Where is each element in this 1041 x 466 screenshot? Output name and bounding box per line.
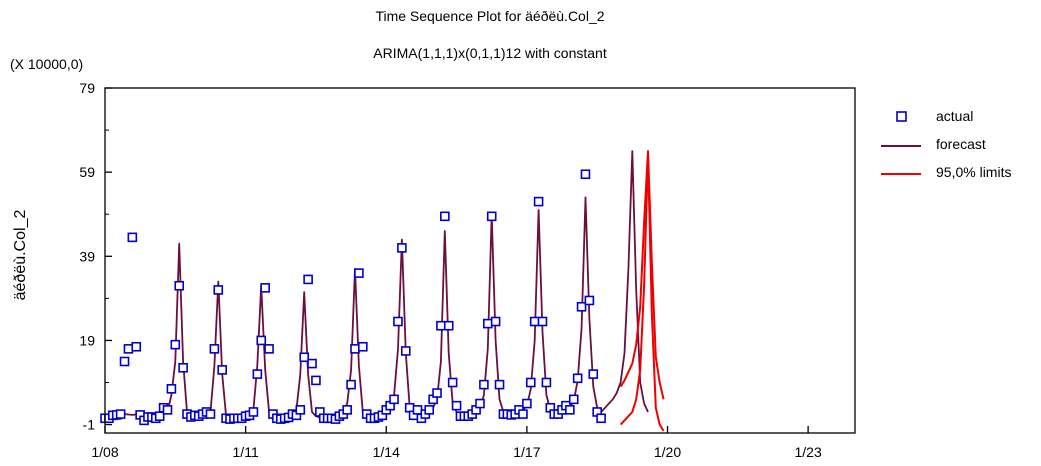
actual-data-point — [154, 411, 165, 421]
actual-data-point — [584, 295, 595, 306]
actual-data-point — [447, 377, 458, 388]
actual-data-point — [451, 400, 462, 411]
actual-data-point — [393, 316, 403, 327]
actual-data-point — [170, 339, 181, 350]
actual-data-point — [412, 405, 423, 415]
actual-data-point — [443, 320, 454, 331]
forecast-series-line — [104, 150, 649, 420]
actual-data-point — [213, 285, 224, 295]
actual-data-point — [522, 398, 532, 409]
x-tick-label: 1/11 — [233, 444, 259, 460]
y-tick-label: 19 — [79, 332, 95, 348]
chart-subtitle: ARIMA(1,1,1)x(0,1,1)12 with constant — [373, 45, 607, 61]
actual-data-point — [162, 405, 173, 415]
actual-data-point — [490, 316, 501, 327]
actual-data-point — [209, 344, 220, 354]
axes: -1 19 39 59 79 1/08 1/11 1/14 1/17 1/20 1/23 — [79, 80, 822, 460]
y-axis-multiplier: (X 10000,0) — [10, 56, 84, 72]
legend-actual-marker — [896, 111, 907, 122]
actual-data-point — [483, 318, 493, 329]
actual-data-point — [486, 211, 497, 222]
y-tick-label: 79 — [79, 80, 95, 96]
x-tick-label: 1/08 — [91, 444, 118, 460]
actual-data-point — [256, 335, 267, 346]
legend-label: actual — [936, 108, 973, 124]
actual-data-point — [178, 362, 188, 373]
actual-data-point — [127, 232, 138, 243]
limits-series-line — [619, 150, 665, 400]
actual-data-point — [525, 377, 536, 388]
plot-marks — [100, 150, 665, 432]
actual-data-point — [174, 280, 185, 291]
plot-area-frame — [104, 87, 856, 434]
actual-data-point — [580, 169, 591, 180]
actual-data-point — [588, 369, 599, 379]
actual-data-point — [479, 379, 489, 390]
actual-data-point — [303, 274, 313, 285]
x-tick-label: 1/17 — [513, 444, 540, 460]
actual-data-point — [537, 316, 548, 327]
actual-data-point — [166, 384, 177, 394]
y-tick-label: 39 — [79, 248, 95, 264]
y-tick-label: 59 — [79, 164, 95, 180]
actual-data-point — [311, 375, 321, 386]
actual-data-point — [541, 377, 552, 388]
y-tick-label: -1 — [83, 417, 96, 433]
actual-data-point — [568, 394, 579, 405]
actual-data-point — [494, 379, 505, 390]
actual-data-point — [572, 373, 583, 384]
actual-data-point — [115, 409, 126, 419]
actual-data-point — [123, 344, 134, 354]
actual-data-point — [596, 413, 606, 424]
actual-data-point — [119, 356, 130, 367]
legend: actual forecast 95,0% limits — [881, 108, 1011, 180]
actual-data-point — [436, 320, 446, 331]
actual-data-point — [350, 344, 360, 354]
actual-data-point — [424, 405, 435, 415]
x-tick-label: 1/23 — [795, 444, 822, 460]
actual-data-point — [565, 405, 575, 415]
chart-title: Time Sequence Plot for äéðëù.Col_2 — [375, 8, 605, 24]
actual-data-point — [400, 346, 411, 356]
actual-data-point — [397, 243, 407, 253]
actual-data-point — [307, 358, 317, 369]
actual-data-point — [299, 352, 310, 363]
actual-data-point — [354, 268, 364, 278]
actual-data-point — [131, 341, 142, 352]
actual-data-point — [295, 405, 306, 415]
actual-data-point — [346, 379, 356, 390]
actual-data-point — [260, 283, 270, 293]
actual-data-point — [576, 301, 587, 312]
actual-data-point — [389, 394, 399, 405]
actual-data-point — [264, 344, 274, 354]
actual-data-point — [529, 316, 540, 327]
actual-data-point — [432, 388, 442, 398]
legend-label: forecast — [936, 136, 986, 152]
actual-data-point — [205, 409, 216, 419]
actual-data-point — [252, 369, 263, 379]
x-tick-label: 1/14 — [373, 444, 400, 460]
limits-series-line — [619, 154, 665, 432]
actual-data-point — [342, 405, 352, 415]
actual-data-point — [533, 196, 544, 207]
actual-data-point — [518, 409, 528, 419]
actual-data-point — [248, 407, 259, 417]
x-tick-label: 1/20 — [654, 444, 681, 460]
actual-data-point — [475, 398, 485, 409]
legend-label: 95,0% limits — [936, 164, 1011, 180]
actual-data-point — [358, 341, 368, 352]
actual-data-point — [440, 211, 450, 222]
actual-data-point — [217, 365, 227, 375]
